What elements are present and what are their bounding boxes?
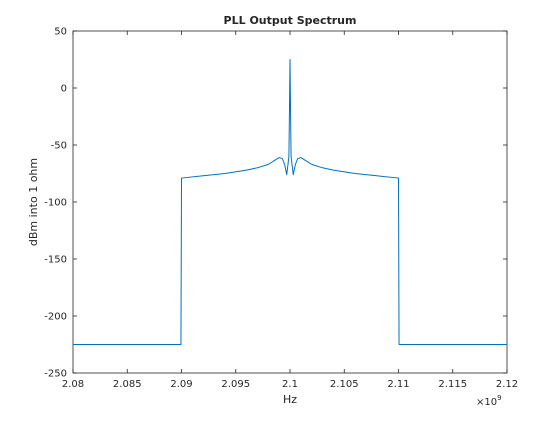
- x-axis-label: Hz: [283, 393, 297, 406]
- x-tick-label: 2.115: [438, 379, 467, 390]
- chart-title: PLL Output Spectrum: [224, 14, 357, 27]
- axis-ticks: [72, 30, 508, 374]
- x-tick-label: 2.11: [387, 379, 409, 390]
- spectrum-series-line: [73, 59, 507, 345]
- x-axis-exponent-base: ×10: [476, 397, 497, 408]
- y-tick-label: 50: [54, 27, 67, 38]
- y-tick-label: -50: [51, 141, 67, 152]
- x-tick-label: 2.08: [62, 379, 84, 390]
- y-tick-label: 0: [61, 84, 67, 95]
- x-tick-label: 2.105: [330, 379, 359, 390]
- y-axis-label: dBm into 1 ohm: [27, 158, 40, 246]
- x-tick-labels: 2.08 2.085 2.09 2.095 2.1 2.105 2.11 2.115 2.12: [62, 379, 518, 390]
- x-axis-exponent-power: 9: [497, 394, 501, 402]
- y-tick-label: -150: [44, 255, 67, 266]
- x-axis-exponent: ×109: [476, 394, 502, 408]
- x-tick-label: 2.085: [113, 379, 142, 390]
- y-tick-label: -100: [44, 198, 67, 209]
- x-tick-label: 2.09: [170, 379, 192, 390]
- y-tick-label: -250: [44, 369, 67, 380]
- y-tick-label: -200: [44, 312, 67, 323]
- x-tick-label: 2.12: [496, 379, 518, 390]
- x-tick-label: 2.095: [221, 379, 250, 390]
- y-tick-labels: 50 0 -50 -100 -150 -200 -250: [44, 27, 67, 380]
- x-tick-label: 2.1: [282, 379, 298, 390]
